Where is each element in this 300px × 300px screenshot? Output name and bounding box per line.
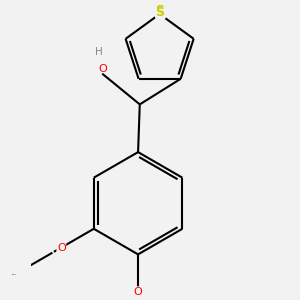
Text: S: S	[155, 6, 164, 19]
Text: methyl: methyl	[12, 274, 16, 275]
Text: S: S	[155, 4, 164, 17]
Text: O: O	[98, 64, 107, 74]
Text: O: O	[57, 243, 66, 253]
Text: H: H	[95, 47, 103, 57]
Text: O: O	[134, 287, 142, 297]
